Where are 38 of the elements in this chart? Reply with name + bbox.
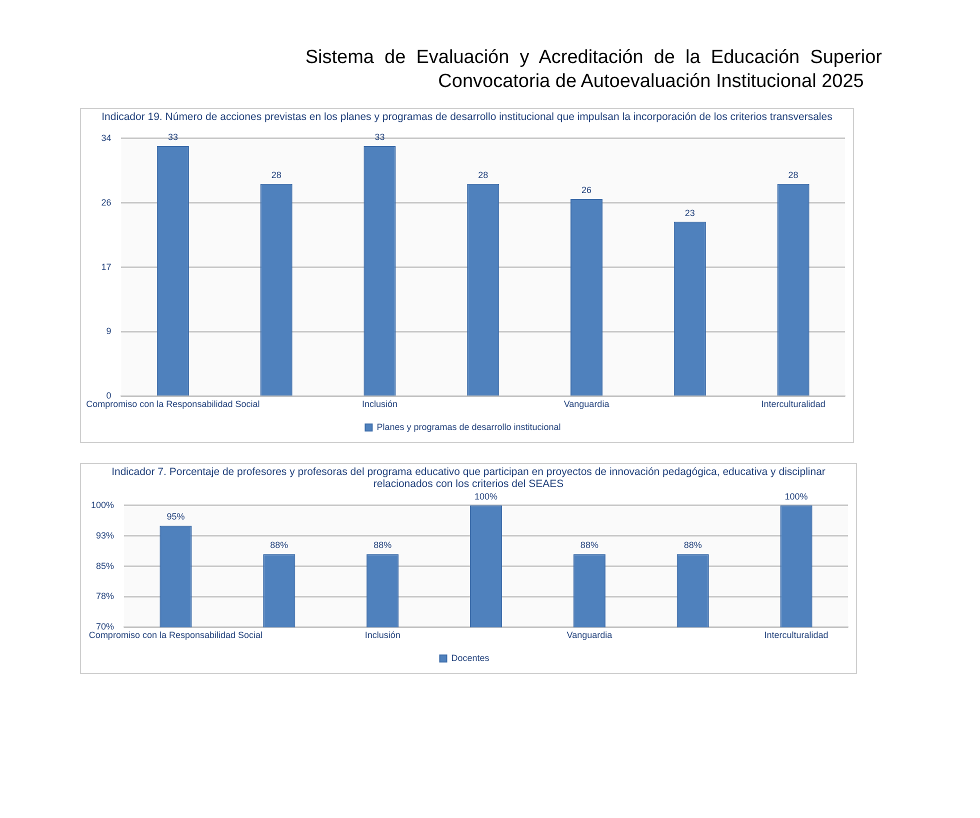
y-tick-label: 70% [96, 622, 114, 632]
y-tick-label: 17 [101, 262, 112, 272]
x-tick-label: Compromiso con la Responsabilidad Social [86, 399, 260, 410]
y-tick-label: 9 [106, 326, 112, 336]
y-tick-label: 26 [101, 197, 112, 208]
data-label: 88% [684, 540, 702, 550]
legend-label: Planes y programas de desarrollo institucional [376, 422, 561, 432]
x-tick-label: Inclusión [364, 630, 400, 640]
data-label: 88% [270, 540, 288, 550]
y-tick-label: 0 [106, 390, 112, 401]
data-label: 28 [788, 170, 798, 180]
data-label: 33 [168, 132, 178, 142]
data-label: 33 [374, 132, 385, 142]
data-label: 100% [784, 491, 808, 502]
data-label: 95% [166, 512, 185, 522]
x-tick-label: Vanguardia [566, 630, 612, 640]
chart-title: Indicador 19. Número de acciones previstas en los planes y programas de desarrollo institucional que impulsan la incorporación de los criterios transversales [100, 110, 834, 123]
data-label: 23 [684, 208, 695, 218]
data-label: 26 [582, 185, 592, 196]
y-tick-label: 34 [101, 132, 112, 143]
x-tick-label: Interculturalidad [764, 630, 828, 640]
data-label: 28 [478, 170, 488, 180]
data-label: 28 [271, 170, 282, 180]
y-tick-label: 93% [96, 530, 114, 540]
text: Sistema de Evaluación y Acreditación de la Educación Superior [304, 46, 882, 70]
y-tick-label: 85% [96, 560, 114, 571]
x-tick-label: Inclusión [362, 399, 398, 410]
data-label: 88% [374, 540, 392, 550]
y-tick-label: 100% [90, 500, 114, 510]
data-label: 100% [474, 491, 498, 502]
x-tick-label: Compromiso con la Responsabilidad Social [88, 630, 263, 640]
y-tick-label: 78% [96, 591, 114, 602]
x-tick-label: Interculturalidad [761, 399, 826, 410]
chart-title: Indicador 7. Porcentaje de profesores y profesoras del programa educativo que participan en proyectos de innovación pedagógica, educativa y disciplinar relacionados con los criterios del SEAES [110, 465, 826, 490]
x-tick-label: Vanguardia [564, 399, 610, 410]
text: Convocatoria de Autoevaluación Institucional 2025 [437, 70, 865, 94]
data-label: 88% [580, 540, 598, 550]
legend-label: Docentes [451, 652, 490, 663]
